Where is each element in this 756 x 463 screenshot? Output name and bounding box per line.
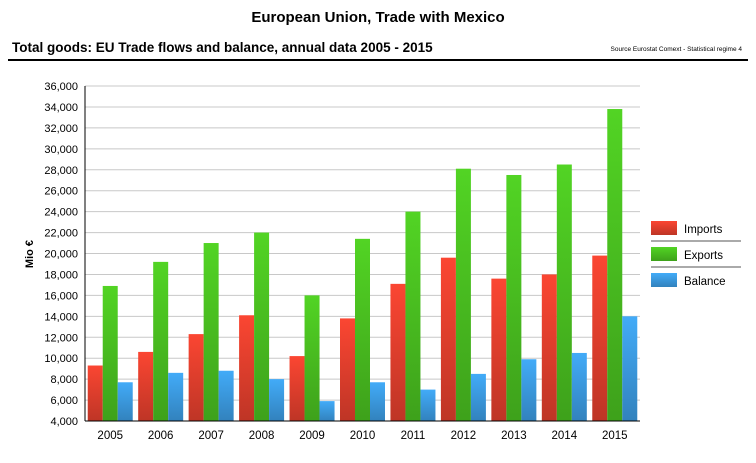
- bar-imports-2007: [188, 334, 204, 421]
- bar-exports-2014: [556, 164, 572, 421]
- y-tick-label: 28,000: [44, 165, 78, 177]
- bar-imports-2010: [340, 318, 355, 421]
- y-tick-label: 20,000: [44, 249, 78, 261]
- bar-balance-2008: [269, 379, 285, 421]
- bar-imports-2006: [138, 351, 154, 421]
- bar-imports-2009: [289, 356, 305, 421]
- bar-balance-2010: [370, 382, 385, 421]
- axes: [84, 86, 640, 422]
- bar-exports-2008: [254, 232, 270, 421]
- bar-imports-2014: [541, 274, 557, 421]
- bar-exports-2006: [153, 261, 169, 421]
- x-tick-label: 2008: [249, 430, 275, 442]
- bar-imports-2012: [440, 257, 456, 421]
- bar-exports-2005: [102, 285, 118, 421]
- x-tick-label: 2010: [350, 430, 376, 442]
- y-tick-label: 30,000: [44, 144, 78, 156]
- bar-balance-2005: [117, 382, 133, 421]
- bar-imports-2008: [239, 315, 255, 421]
- bar-imports-2015: [592, 255, 608, 421]
- bar-imports-2011: [390, 283, 406, 421]
- bar-exports-2012: [455, 168, 471, 421]
- legend-swatch-balance: [651, 273, 677, 287]
- y-tick-label: 36,000: [44, 81, 78, 93]
- y-tick-label: 12,000: [44, 332, 78, 344]
- bar-balance-2014: [571, 352, 587, 421]
- chart-subtitle: Total goods: EU Trade flows and balance,…: [12, 40, 433, 55]
- y-tick-label: 32,000: [44, 123, 78, 135]
- y-tick-label: 18,000: [44, 269, 78, 281]
- y-tick-label: 8,000: [50, 374, 78, 386]
- bar-exports-2015: [607, 109, 623, 421]
- source-note: Source Eurostat Comext - Statistical reg…: [610, 46, 743, 53]
- y-axis-label: Mio €: [24, 240, 36, 268]
- legend-label-imports: Imports: [684, 224, 723, 236]
- y-tick-label: 22,000: [44, 228, 78, 240]
- bar-balance-2009: [319, 401, 335, 421]
- x-tick-labels: 2005 2006 2007 2008 2009 2010 2011 2012 2013 2014…: [97, 430, 627, 442]
- bar-balance-2012: [470, 373, 486, 421]
- bar-exports-2009: [304, 295, 320, 421]
- x-tick-label: 2014: [552, 430, 578, 442]
- header-rule: [8, 59, 748, 61]
- y-tick-label: 10,000: [44, 353, 78, 365]
- x-tick-label: 2006: [148, 430, 174, 442]
- y-tick-label: 16,000: [44, 290, 78, 302]
- y-tick-labels: 4,000 6,000 8,000 10,000 12,000 14,000 16,000 1…: [44, 81, 78, 428]
- bar-exports-2007: [203, 243, 219, 421]
- x-tick-label: 2009: [299, 430, 325, 442]
- legend-label-balance: Balance: [684, 276, 726, 288]
- y-tick-label: 34,000: [44, 102, 78, 114]
- bar-balance-2013: [521, 359, 537, 421]
- x-tick-label: 2005: [97, 430, 123, 442]
- x-tick-label: 2011: [401, 430, 426, 442]
- bar-balance-2006: [168, 372, 184, 421]
- x-tick-label: 2013: [501, 430, 527, 442]
- y-tick-label: 6,000: [50, 395, 78, 407]
- y-tick-label: 26,000: [44, 186, 78, 198]
- bars: [87, 109, 638, 421]
- bar-imports-2013: [491, 278, 507, 421]
- legend-swatch-imports: [651, 221, 677, 235]
- x-tick-label: 2007: [198, 430, 224, 442]
- bar-exports-2013: [506, 174, 522, 421]
- y-tick-label: 14,000: [44, 311, 78, 323]
- legend-swatch-exports: [651, 247, 677, 261]
- x-tick-label: 2012: [451, 430, 477, 442]
- bar-balance-2015: [622, 316, 638, 421]
- bar-balance-2007: [218, 370, 234, 421]
- bar-balance-2011: [420, 389, 436, 421]
- legend-label-exports: Exports: [684, 250, 723, 262]
- legend: Imports Exports Balance: [651, 221, 741, 288]
- x-tick-label: 2015: [602, 430, 628, 442]
- bar-exports-2010: [355, 238, 370, 421]
- bar-exports-2011: [405, 211, 421, 421]
- y-tick-label: 24,000: [44, 207, 78, 219]
- bar-imports-2005: [87, 365, 103, 421]
- y-tick-label: 4,000: [50, 416, 78, 428]
- chart-title: European Union, Trade with Mexico: [251, 9, 505, 26]
